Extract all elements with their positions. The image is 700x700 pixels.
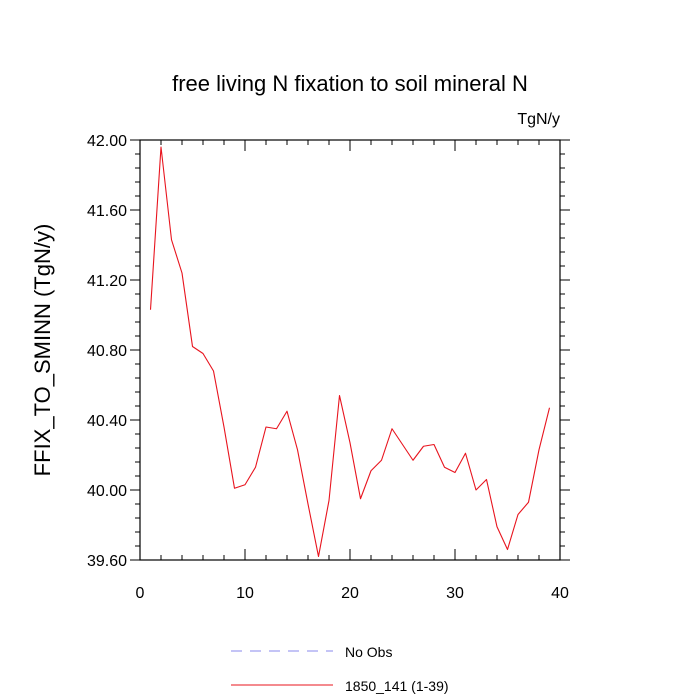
x-tick-label: 0	[136, 585, 145, 602]
plot-frame	[139, 139, 561, 561]
series-line-0	[149, 146, 551, 558]
series-layer	[149, 146, 551, 558]
y-tick-label: 41.20	[87, 273, 127, 290]
legend-label-no-obs: No Obs	[345, 644, 392, 660]
y-tick-label: 39.60	[87, 553, 127, 570]
x-tick-label: 40	[551, 585, 569, 602]
y-axis-label: FFIX_TO_SMINN (TgN/y)	[30, 224, 55, 477]
legend-label-1850-141: 1850_141 (1-39)	[345, 678, 449, 694]
x-tick-label: 30	[446, 585, 464, 602]
tick-labels: 0 10 20 30 40 39.60 40.00 40.40 40.80 41.20 41.60 4…	[87, 133, 569, 602]
axis-ticks	[130, 139, 570, 561]
y-tick-label: 42.00	[87, 133, 127, 150]
units-label: TgN/y	[517, 111, 560, 128]
chart-title: free living N fixation to soil mineral N	[172, 71, 528, 96]
y-tick-label: 41.60	[87, 203, 127, 220]
y-tick-label: 40.00	[87, 483, 127, 500]
y-tick-label: 40.80	[87, 343, 127, 360]
legend: No Obs 1850_141 (1-39)	[231, 644, 449, 694]
x-tick-label: 10	[236, 585, 254, 602]
x-tick-label: 20	[341, 585, 359, 602]
y-tick-label: 40.40	[87, 413, 127, 430]
